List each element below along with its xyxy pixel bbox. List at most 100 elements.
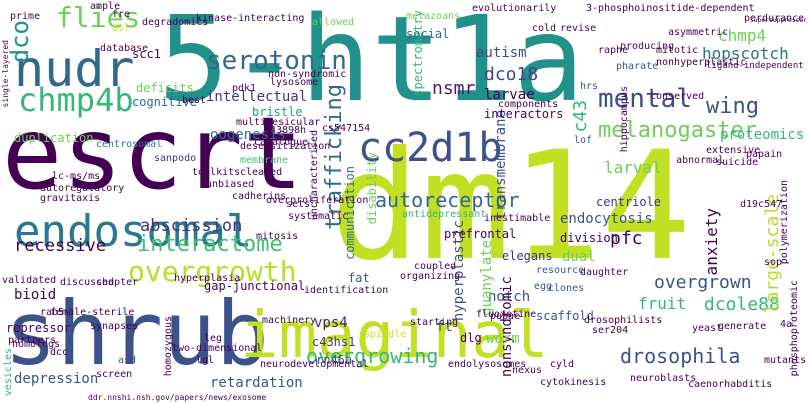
- word: hopscotch: [702, 44, 789, 63]
- word: multivesicular: [236, 117, 321, 128]
- word: hippocampus: [619, 86, 630, 153]
- word: validated: [2, 275, 57, 286]
- word: degradomics: [142, 17, 209, 28]
- word: flies: [56, 1, 141, 34]
- word: gap-junctional: [204, 279, 306, 293]
- word: papain: [746, 149, 783, 160]
- word: perdurance: [744, 13, 805, 24]
- word: allowed: [312, 17, 355, 28]
- word: elegans: [502, 249, 553, 263]
- word: cc2d1b: [358, 125, 503, 171]
- word: metazoans: [406, 11, 461, 22]
- word: cytokinesis: [540, 377, 607, 388]
- word: fruit: [638, 294, 687, 313]
- word: spectrometry: [411, 10, 425, 97]
- word: neurodevelopmental: [260, 359, 369, 370]
- word: 5-ht1a: [158, 0, 585, 128]
- word: pharate: [616, 61, 659, 72]
- word: chmp4b: [18, 81, 134, 119]
- word: endolysosomes: [448, 359, 527, 370]
- word: depression: [14, 371, 99, 387]
- word: endocytosis: [560, 211, 653, 227]
- word: homologs: [12, 339, 61, 350]
- word: oogenesis: [210, 127, 286, 143]
- word: mutants: [764, 355, 807, 366]
- word: centriole: [596, 195, 662, 209]
- word: resource: [536, 265, 585, 276]
- word: evolutionarily: [472, 3, 557, 14]
- word: discussed: [60, 277, 115, 288]
- word: nudr: [14, 40, 135, 98]
- word: rab5: [40, 307, 65, 318]
- word: mitotic: [656, 45, 699, 56]
- word: partners: [8, 335, 57, 346]
- word: catalogue: [254, 137, 309, 148]
- word: mitosis: [256, 231, 299, 242]
- word: sanpodo: [154, 153, 197, 164]
- word: single-layered: [1, 40, 10, 108]
- word: wing: [706, 94, 759, 119]
- word: division: [560, 231, 618, 245]
- word: hyperplasia: [174, 273, 241, 284]
- word: social: [406, 27, 450, 41]
- word: vesicles: [3, 348, 14, 397]
- word: best: [182, 95, 207, 106]
- word: bioid: [14, 287, 57, 303]
- word: disability: [365, 152, 379, 225]
- word: ligand-independent: [706, 61, 804, 71]
- word: duplication: [14, 131, 94, 145]
- word: raphe: [598, 45, 629, 56]
- word: prefrontal: [444, 227, 517, 241]
- word: c43: [570, 100, 591, 133]
- word: drosophilists: [584, 315, 663, 326]
- word: database: [100, 43, 149, 54]
- word: membrane: [240, 155, 289, 166]
- word: autoregulatory: [40, 183, 125, 194]
- word: endosomal: [14, 206, 253, 257]
- word: d19c547: [740, 199, 783, 210]
- word: nsmr: [432, 78, 476, 99]
- word: coupled: [414, 261, 457, 272]
- word: imaginal: [240, 299, 549, 373]
- word: shrub: [4, 282, 269, 385]
- word: systematic: [288, 211, 349, 222]
- word: nonhyperplastic: [656, 57, 747, 68]
- word: identification: [304, 285, 389, 296]
- word: dcole88: [704, 294, 780, 315]
- word: asd: [118, 355, 137, 366]
- word: drosophila: [620, 344, 741, 368]
- word: cold: [532, 23, 557, 34]
- word: inestimable: [484, 213, 551, 224]
- word: organizing: [400, 271, 461, 282]
- word: pdk1: [232, 83, 257, 94]
- word: cognitive: [132, 95, 198, 109]
- word: guanylate: [479, 240, 495, 316]
- word: dco: [6, 20, 34, 64]
- word: interactome: [137, 232, 283, 257]
- word: generate: [718, 321, 767, 332]
- word: components: [498, 99, 559, 110]
- word: suicide: [716, 157, 759, 168]
- word: chapter: [96, 277, 139, 288]
- word: dm14: [330, 120, 692, 294]
- word: abscission: [140, 216, 243, 236]
- word: antidepressant: [402, 209, 487, 220]
- word: gravitaxis: [40, 193, 101, 204]
- word: overgrowth: [128, 255, 297, 288]
- word: notch: [488, 289, 531, 305]
- word: clones: [548, 283, 585, 294]
- word: yeast: [692, 323, 723, 334]
- word: non-syndromic: [268, 69, 347, 80]
- word: asymmetric: [668, 27, 729, 38]
- word: scaffold: [536, 309, 594, 323]
- word: spindle: [364, 329, 407, 340]
- word: larval: [604, 158, 662, 177]
- word: sets: [286, 199, 311, 210]
- word: female-sterile: [50, 307, 135, 318]
- word: rn46a: [316, 353, 353, 367]
- word: c43hs1: [312, 335, 356, 349]
- word: caenorhabditis: [688, 379, 773, 390]
- word: scc1: [132, 47, 161, 61]
- word: polymerization: [779, 180, 790, 265]
